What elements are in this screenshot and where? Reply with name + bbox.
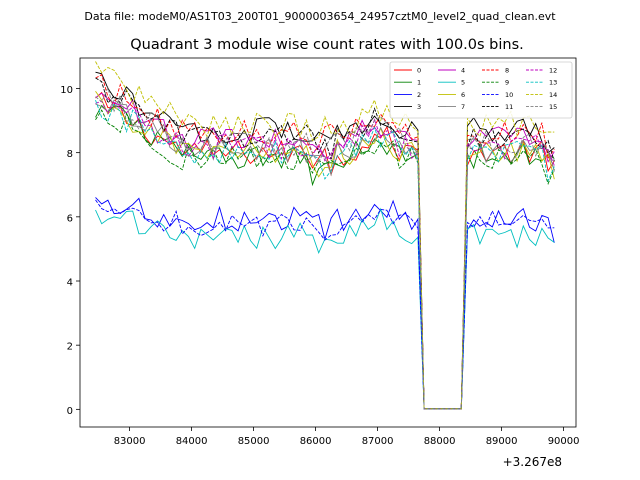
x-tick-label: 88000 [424,436,456,447]
series-line-11 [95,77,555,410]
legend-label-7: 7 [461,103,465,111]
y-tick-label: 10 [60,85,73,96]
x-tick-label: 83000 [114,436,146,447]
series-line-5 [95,207,555,410]
y-tick-label: 0 [67,406,73,417]
plot-frame [79,57,577,428]
legend-label-6: 6 [461,91,465,99]
series-line-3 [95,71,555,410]
x-tick-label: 86000 [300,436,332,447]
legend-label-15: 15 [549,103,557,111]
y-tick-label: 2 [67,342,73,353]
legend-label-10: 10 [505,91,513,99]
legend-label-8: 8 [505,66,509,74]
x-tick-label: 84000 [176,436,208,447]
legend-label-3: 3 [417,103,421,111]
y-tick-label: 4 [67,278,73,289]
legend-label-2: 2 [417,91,421,99]
x-tick-label: 89000 [486,436,518,447]
legend-box [389,61,573,119]
x-tick-label: 90000 [548,436,580,447]
chart-title: Quadrant 3 module wise count rates with … [130,37,524,53]
series-line-8 [95,74,555,410]
y-tick-label: 8 [67,149,73,160]
x-offset-label: +3.267e8 [503,455,562,469]
series-line-13 [95,99,555,410]
series-line-14 [95,61,555,410]
series-line-9 [95,109,555,410]
axes-layer: 83000 84000 85000 86000 87000 88000 89000 90000… [60,57,580,447]
data-file-header: Data file: modeM0/AS1T03_200T01_90000036… [84,10,556,23]
series-line-15 [95,86,555,410]
legend-label-11: 11 [505,103,513,111]
x-tick-label: 85000 [238,436,270,447]
legend-label-4: 4 [461,66,465,74]
legend-label-14: 14 [549,91,557,99]
legend-label-13: 13 [549,79,557,87]
legend-label-12: 12 [549,66,557,74]
series-layer [95,61,555,410]
legend-label-9: 9 [505,79,509,87]
legend-label-5: 5 [461,79,465,87]
legend-label-1: 1 [417,79,421,87]
y-tick-label: 6 [67,213,73,224]
series-line-10 [95,199,555,410]
legend-label-0: 0 [417,66,421,74]
x-tick-label: 87000 [362,436,394,447]
